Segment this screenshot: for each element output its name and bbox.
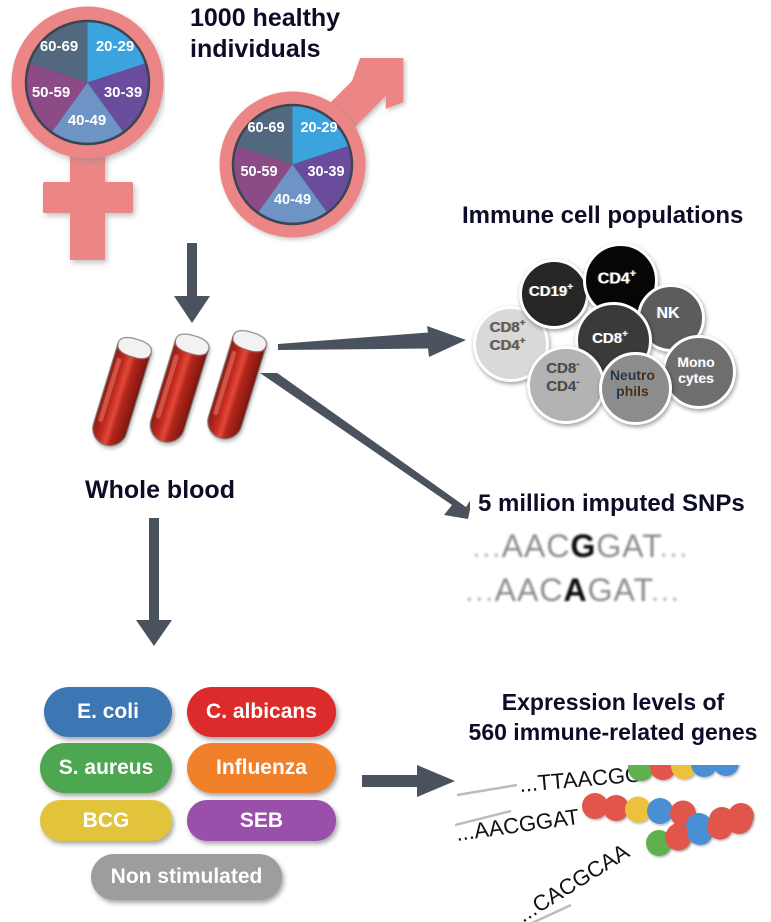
svg-text:20-29: 20-29 [300,120,337,136]
svg-text:50-59: 50-59 [240,164,277,180]
svg-text:60-69: 60-69 [247,120,284,136]
svg-text:30-39: 30-39 [307,164,344,180]
svg-text:40-49: 40-49 [274,192,311,208]
